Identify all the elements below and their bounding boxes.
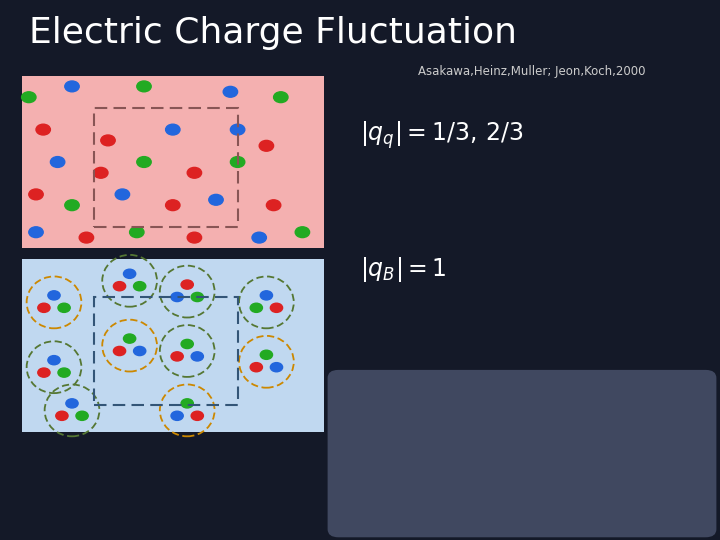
Circle shape (48, 291, 60, 300)
FancyBboxPatch shape (22, 76, 324, 248)
Circle shape (134, 347, 145, 355)
Circle shape (251, 303, 262, 312)
Text: $\bullet$  $D\sim$ 3-4 Hadronic: $\bullet$ $D\sim$ 3-4 Hadronic (518, 425, 652, 439)
Circle shape (58, 368, 71, 377)
Circle shape (223, 86, 238, 97)
Circle shape (65, 81, 79, 92)
Circle shape (261, 291, 272, 300)
Circle shape (22, 92, 36, 103)
Circle shape (181, 340, 193, 349)
Circle shape (274, 92, 288, 103)
Circle shape (209, 194, 223, 205)
Circle shape (29, 189, 43, 200)
Circle shape (252, 232, 266, 243)
Circle shape (266, 200, 281, 211)
FancyBboxPatch shape (22, 259, 324, 432)
Circle shape (76, 411, 89, 420)
Circle shape (79, 232, 94, 243)
Text: Electric Charge Fluctuation: Electric Charge Fluctuation (29, 16, 517, 50)
Bar (94, 297, 238, 405)
Circle shape (124, 334, 135, 343)
Circle shape (166, 200, 180, 211)
Text: $D = 4\,\dfrac{\langle \delta N_Q^2 \rangle}{\langle N_Q^+ + N_Q^- \rangle}$: $D = 4\,\dfrac{\langle \delta N_Q^2 \ran… (353, 441, 480, 488)
Circle shape (50, 157, 65, 167)
Circle shape (261, 350, 272, 360)
Circle shape (295, 227, 310, 238)
Circle shape (130, 227, 144, 238)
Circle shape (137, 81, 151, 92)
Circle shape (271, 363, 283, 372)
Text: Asakawa,Heinz,Muller; Jeon,Koch,2000: Asakawa,Heinz,Muller; Jeon,Koch,2000 (418, 65, 645, 78)
Circle shape (171, 292, 183, 301)
Circle shape (230, 157, 245, 167)
FancyBboxPatch shape (328, 370, 716, 537)
Circle shape (192, 411, 204, 420)
Text: $\bullet$  $D\sim$ 1-1.5 QGP: $\bullet$ $D\sim$ 1-1.5 QGP (518, 479, 634, 493)
Circle shape (58, 303, 71, 312)
Circle shape (48, 355, 60, 365)
Circle shape (113, 282, 125, 291)
Circle shape (38, 303, 50, 312)
Circle shape (259, 140, 274, 151)
Circle shape (187, 232, 202, 243)
Circle shape (187, 167, 202, 178)
Circle shape (251, 363, 262, 372)
Text: $|q_q| = 1/3,\,2/3$: $|q_q| = 1/3,\,2/3$ (360, 119, 523, 151)
Bar (94, 108, 238, 227)
Circle shape (29, 227, 43, 238)
Circle shape (171, 352, 183, 361)
Circle shape (115, 189, 130, 200)
Circle shape (166, 124, 180, 135)
Circle shape (230, 124, 245, 135)
Circle shape (181, 399, 193, 408)
Circle shape (181, 280, 193, 289)
Circle shape (36, 124, 50, 135)
Circle shape (137, 157, 151, 167)
Circle shape (124, 269, 135, 279)
Circle shape (38, 368, 50, 377)
Circle shape (113, 347, 125, 355)
Circle shape (192, 352, 204, 361)
Circle shape (94, 167, 108, 178)
Circle shape (56, 411, 68, 420)
Text: D-measure: D-measure (360, 384, 480, 404)
Circle shape (66, 399, 78, 408)
Circle shape (171, 411, 183, 420)
Circle shape (134, 282, 145, 291)
Circle shape (271, 303, 283, 312)
Text: $|q_B| = 1$: $|q_B| = 1$ (360, 255, 446, 285)
Circle shape (192, 292, 204, 301)
Circle shape (101, 135, 115, 146)
Circle shape (65, 200, 79, 211)
